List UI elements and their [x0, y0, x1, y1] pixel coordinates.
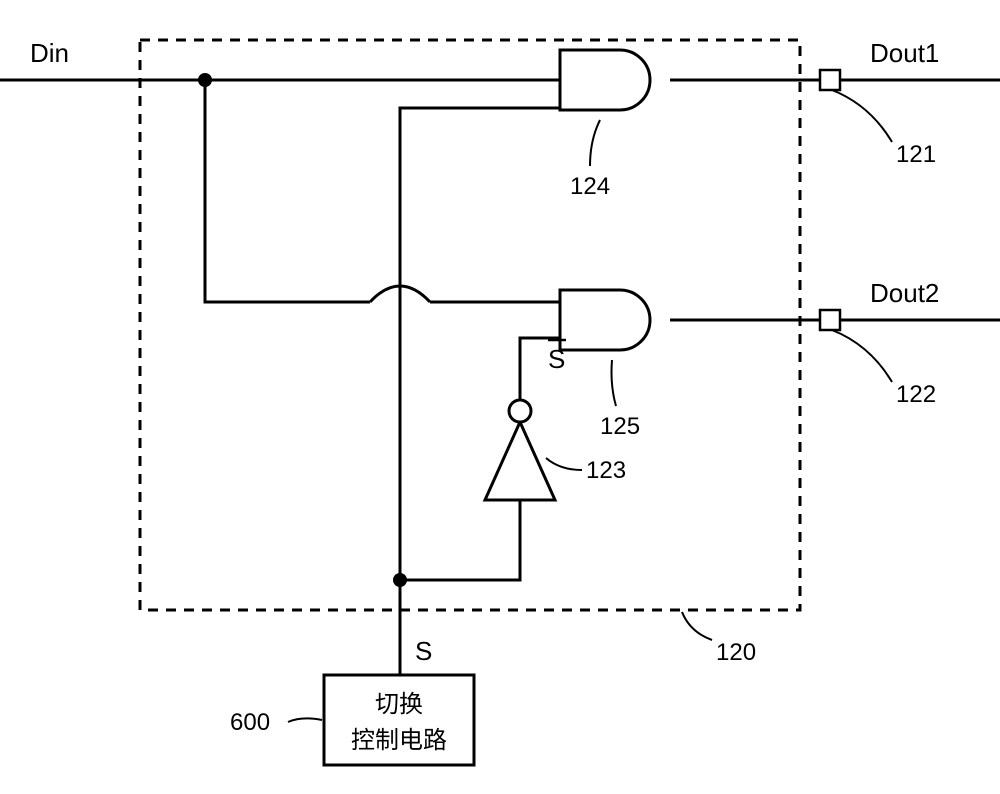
ref-122: 122	[832, 330, 936, 408]
svg-text:121: 121	[896, 141, 936, 168]
label-s: S	[415, 636, 432, 666]
and-gate-124	[560, 50, 650, 110]
ref-120: 120	[682, 612, 756, 666]
label-dout2: Dout2	[870, 278, 939, 308]
node-s-branch	[393, 573, 407, 587]
label-dout1: Dout1	[870, 38, 939, 68]
svg-text:切换: 切换	[375, 691, 423, 718]
module-outline	[140, 40, 800, 610]
node-din-branch	[198, 73, 212, 87]
pad-122	[820, 310, 840, 330]
label-din: Din	[30, 38, 69, 68]
svg-text:122: 122	[896, 381, 936, 408]
and-gate-125	[560, 290, 650, 350]
svg-text:123: 123	[586, 457, 626, 484]
ref-123: 123	[546, 457, 626, 484]
pad-121	[820, 70, 840, 90]
label-s-bar: S	[548, 340, 566, 374]
svg-text:120: 120	[716, 639, 756, 666]
svg-text:S: S	[548, 344, 565, 374]
ref-121: 121	[832, 90, 936, 168]
svg-text:125: 125	[600, 413, 640, 440]
ref-124: 124	[570, 120, 610, 200]
svg-text:600: 600	[230, 709, 270, 736]
ref-125: 125	[600, 360, 640, 440]
svg-text:控制电路: 控制电路	[351, 727, 447, 754]
svg-text:124: 124	[570, 173, 610, 200]
control-box-600: 切换 控制电路	[324, 675, 474, 765]
not-gate-123	[485, 400, 555, 500]
wires	[0, 80, 1000, 675]
ref-600: 600	[230, 709, 322, 736]
